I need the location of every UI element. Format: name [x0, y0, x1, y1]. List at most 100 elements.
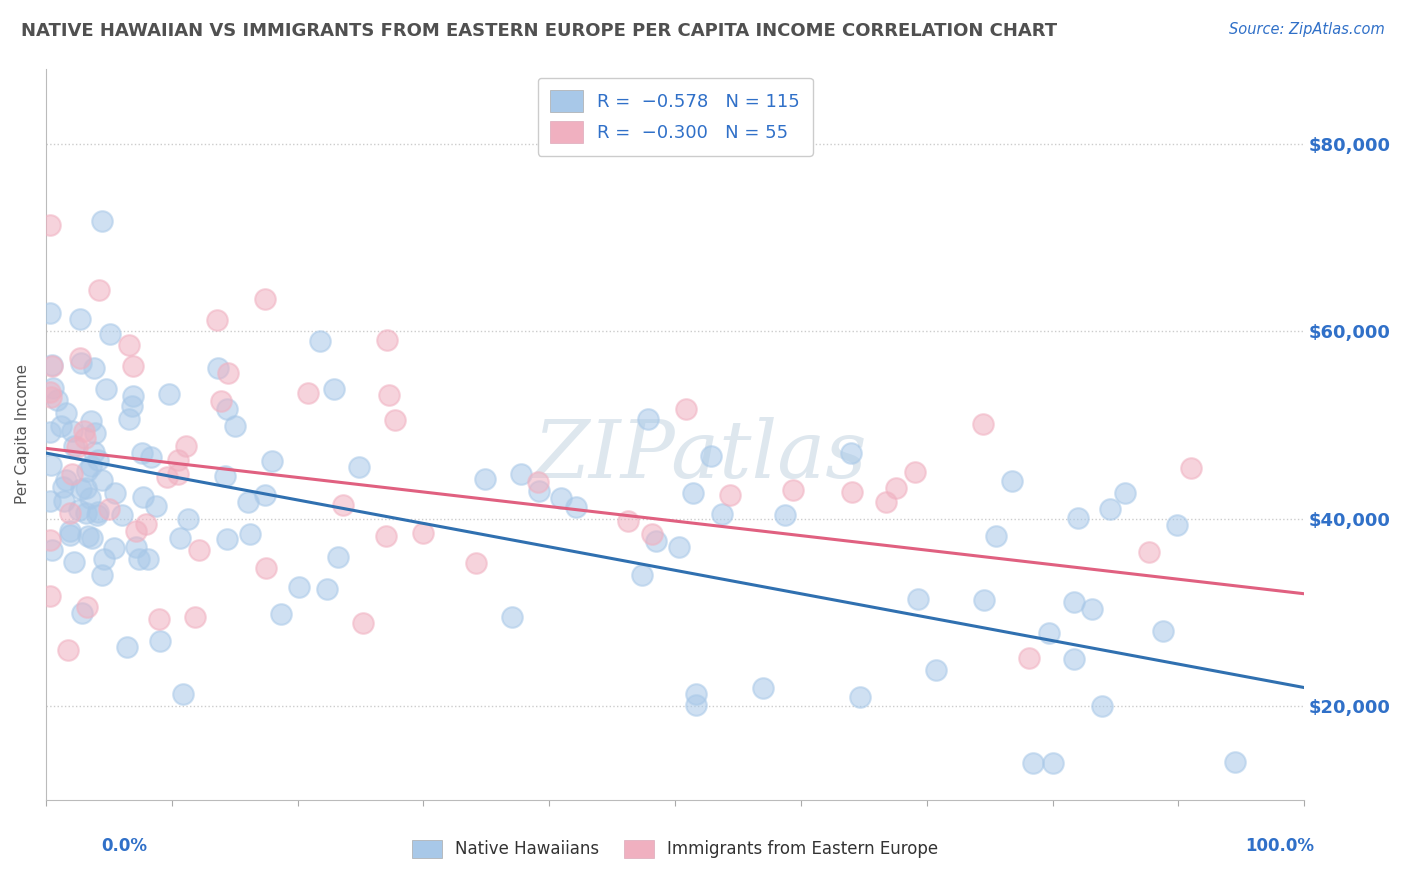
Point	[849, 690, 872, 705]
Point	[38, 533, 60, 548]
Point	[70, 606, 93, 620]
Point	[645, 533, 668, 548]
Point	[465, 556, 488, 570]
Point	[169, 531, 191, 545]
Point	[174, 439, 197, 453]
Point	[41, 358, 63, 372]
Point	[215, 532, 238, 546]
Point	[262, 454, 284, 468]
Point	[374, 529, 396, 543]
Text: 0.0%: 0.0%	[101, 837, 148, 855]
Point	[616, 514, 638, 528]
Point	[84, 425, 107, 440]
Point	[166, 467, 188, 481]
Point	[86, 508, 108, 522]
Point	[907, 592, 929, 607]
Point	[49, 419, 72, 434]
Point	[132, 490, 155, 504]
Point	[253, 488, 276, 502]
Point	[63, 439, 86, 453]
Point	[60, 424, 83, 438]
Point	[38, 306, 60, 320]
Point	[38, 589, 60, 603]
Point	[718, 488, 741, 502]
Point	[128, 552, 150, 566]
Point	[510, 467, 533, 481]
Point	[139, 450, 162, 465]
Text: ZIPatlas: ZIPatlas	[533, 417, 868, 495]
Point	[79, 491, 101, 505]
Point	[70, 356, 93, 370]
Point	[148, 612, 170, 626]
Point	[412, 525, 434, 540]
Point	[377, 388, 399, 402]
Point	[121, 399, 143, 413]
Point	[97, 501, 120, 516]
Point	[682, 485, 704, 500]
Point	[1018, 650, 1040, 665]
Point	[41, 359, 63, 374]
Point	[38, 493, 60, 508]
Point	[1152, 624, 1174, 638]
Point	[207, 361, 229, 376]
Point	[527, 475, 550, 489]
Point	[183, 610, 205, 624]
Point	[839, 446, 862, 460]
Point	[782, 483, 804, 497]
Point	[675, 402, 697, 417]
Point	[323, 382, 346, 396]
Point	[66, 440, 89, 454]
Point	[98, 326, 121, 341]
Point	[214, 468, 236, 483]
Point	[1022, 756, 1045, 770]
Point	[80, 414, 103, 428]
Point	[87, 452, 110, 467]
Point	[710, 507, 733, 521]
Point	[60, 467, 83, 481]
Point	[224, 419, 246, 434]
Point	[474, 472, 496, 486]
Point	[352, 615, 374, 630]
Point	[207, 313, 229, 327]
Point	[125, 524, 148, 538]
Point	[39, 425, 62, 439]
Point	[501, 610, 523, 624]
Point	[67, 503, 90, 517]
Point	[38, 218, 60, 232]
Point	[841, 484, 863, 499]
Point	[77, 529, 100, 543]
Point	[209, 394, 232, 409]
Point	[1063, 595, 1085, 609]
Point	[83, 445, 105, 459]
Point	[56, 642, 79, 657]
Point	[1001, 474, 1024, 488]
Point	[297, 386, 319, 401]
Point	[332, 498, 354, 512]
Point	[1137, 545, 1160, 559]
Point	[167, 453, 190, 467]
Point	[773, 508, 796, 523]
Point	[121, 389, 143, 403]
Point	[1038, 626, 1060, 640]
Point	[1042, 756, 1064, 770]
Point	[69, 311, 91, 326]
Point	[55, 406, 77, 420]
Point	[104, 486, 127, 500]
Point	[315, 582, 337, 596]
Point	[75, 506, 97, 520]
Point	[925, 663, 948, 677]
Point	[103, 541, 125, 555]
Text: NATIVE HAWAIIAN VS IMMIGRANTS FROM EASTERN EUROPE PER CAPITA INCOME CORRELATION : NATIVE HAWAIIAN VS IMMIGRANTS FROM EASTE…	[21, 22, 1057, 40]
Point	[59, 506, 82, 520]
Point	[156, 470, 179, 484]
Point	[972, 417, 994, 432]
Point	[565, 500, 588, 514]
Point	[45, 393, 67, 408]
Point	[637, 412, 659, 426]
Point	[641, 527, 664, 541]
Point	[239, 527, 262, 541]
Point	[254, 561, 277, 575]
Point	[1166, 518, 1188, 533]
Point	[135, 517, 157, 532]
Point	[1091, 699, 1114, 714]
